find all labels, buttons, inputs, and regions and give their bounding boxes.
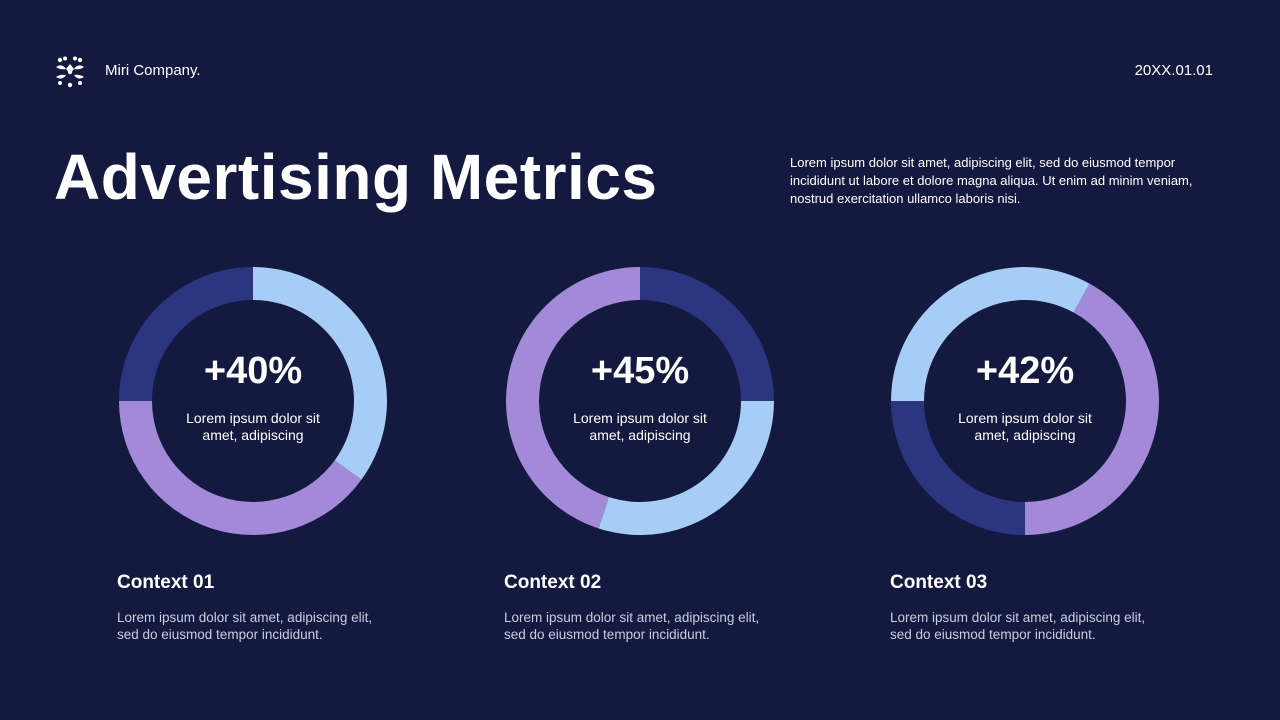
donut-svg-1 (119, 267, 387, 535)
donut-chart-3: +42% Lorem ipsum dolor sit amet, adipisc… (890, 266, 1160, 536)
page-title: Advertising Metrics (54, 141, 658, 213)
donut-value-3: +42% (975, 350, 1075, 392)
donut-3-segment-3 (1025, 283, 1159, 535)
donut-3-segment-1 (891, 401, 1025, 535)
donut-value-2: +45% (590, 350, 690, 392)
date-label: 20XX.01.01 (1134, 62, 1213, 79)
context-text-1: Lorem ipsum dolor sit amet, adipiscing e… (117, 610, 373, 642)
context-text-2: Lorem ipsum dolor sit amet, adipiscing e… (504, 610, 760, 642)
donut-2-segment-1 (640, 267, 774, 401)
context-title-2: Context 02 (504, 572, 602, 593)
logo-icon (56, 56, 84, 88)
donut-3-segment-2 (891, 267, 1090, 401)
intro-text: Lorem ipsum dolor sit amet, adipiscing e… (790, 155, 1193, 206)
donut-svg-2 (506, 267, 774, 535)
donut-1-segment-3 (119, 267, 253, 401)
donut-label-2: Lorem ipsum dolor sit amet, adipiscing (573, 410, 707, 443)
donut-value-1: +40% (203, 350, 303, 392)
donut-chart-1: +40% Lorem ipsum dolor sit amet, adipisc… (118, 266, 388, 536)
donut-2-segment-3 (506, 267, 640, 529)
donut-label-1: Lorem ipsum dolor sit amet, adipiscing (186, 410, 320, 443)
context-title-1: Context 01 (117, 572, 215, 593)
company-name: Miri Company. (105, 62, 201, 79)
donut-1-segment-1 (253, 267, 387, 480)
donut-label-3: Lorem ipsum dolor sit amet, adipiscing (958, 410, 1092, 443)
donut-chart-2: +45% Lorem ipsum dolor sit amet, adipisc… (505, 266, 775, 536)
donut-1-segment-2 (119, 401, 362, 535)
context-title-3: Context 03 (890, 572, 988, 593)
donut-2-segment-2 (598, 401, 774, 535)
context-text-3: Lorem ipsum dolor sit amet, adipiscing e… (890, 610, 1146, 642)
donut-svg-3 (891, 267, 1159, 535)
